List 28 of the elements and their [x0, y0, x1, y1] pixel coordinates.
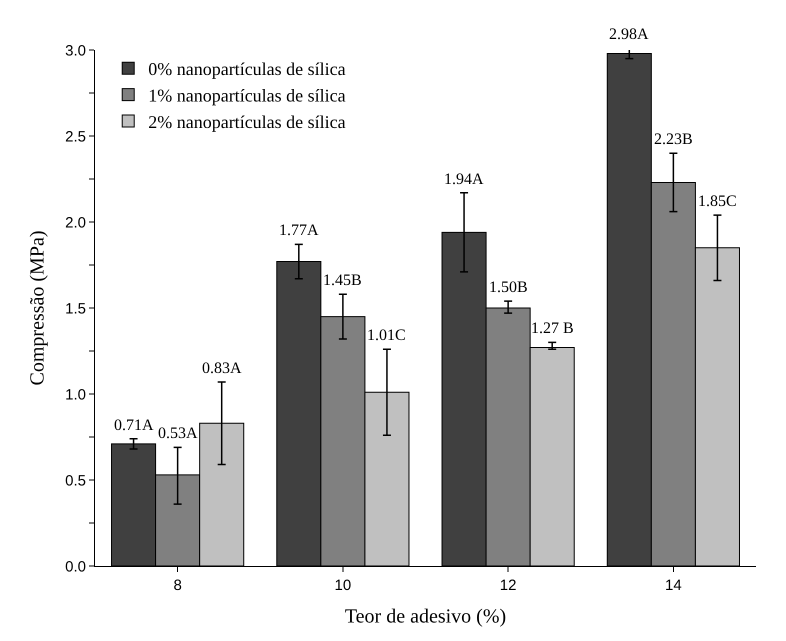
- data-label: 2.98A: [609, 26, 649, 43]
- data-label: 1.45B: [323, 272, 362, 289]
- data-label: 1.94A: [444, 171, 484, 188]
- legend-label: 2% nanopartículas de sílica: [148, 112, 346, 132]
- y-tick-label: 1.5: [65, 300, 86, 318]
- x-tick-label: 8: [173, 577, 182, 594]
- y-tick-label: 0.5: [65, 472, 86, 490]
- y-tick-label: 2.5: [65, 128, 86, 146]
- x-tick-label: 14: [665, 577, 682, 594]
- data-label: 1.01C: [367, 327, 406, 344]
- data-label: 1.27 B: [531, 320, 574, 337]
- y-tick-label: 1.0: [65, 386, 86, 404]
- x-tick-label: 10: [334, 577, 352, 594]
- data-label: 1.85C: [698, 193, 737, 210]
- data-label: 0.83A: [202, 360, 242, 377]
- y-axis-title: Compressão (MPa): [26, 230, 49, 386]
- data-label: 0.53A: [158, 425, 198, 442]
- legend-label: 0% nanopartículas de sílica: [148, 59, 346, 80]
- x-axis-title: Teor de adesivo (%): [344, 606, 506, 628]
- data-label: 1.77A: [279, 222, 319, 239]
- y-tick-label: 0.0: [65, 558, 86, 576]
- legend-label: 1% nanopartículas de sílica: [148, 86, 346, 106]
- data-label: 1.50B: [489, 279, 528, 296]
- x-tick-label: 12: [500, 577, 516, 594]
- data-label: 0.71A: [114, 417, 154, 434]
- y-tick-label: 2.0: [65, 214, 86, 232]
- data-label: 2.23B: [654, 131, 693, 148]
- y-tick-label: 3.0: [65, 42, 86, 60]
